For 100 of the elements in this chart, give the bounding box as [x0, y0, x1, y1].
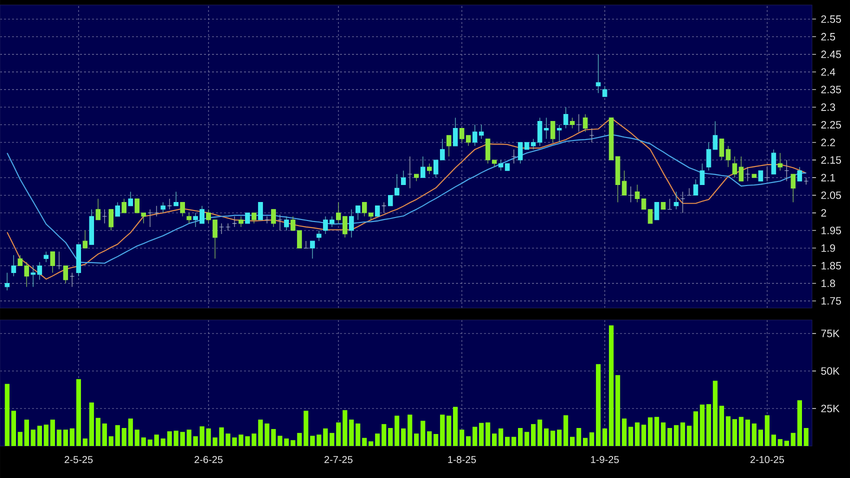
bar [719, 406, 724, 446]
candlestick [108, 209, 114, 231]
bar [778, 439, 783, 446]
bar [89, 402, 94, 446]
bar [505, 436, 510, 446]
y-tick-label: 25K [821, 404, 840, 412]
bar [492, 434, 497, 446]
bar [634, 422, 640, 446]
y-tick-label: 2 [821, 209, 826, 217]
x-tick-label: 1-8-25 [448, 456, 476, 464]
candlestick [310, 240, 315, 259]
bar [686, 426, 692, 446]
candlestick [602, 86, 608, 97]
bar [518, 428, 523, 446]
bar [446, 416, 452, 446]
bar [434, 434, 438, 446]
y-tick-label: 1.85 [822, 262, 842, 270]
x-tick-label: 2-6-25 [194, 456, 223, 464]
bar [752, 423, 757, 446]
bar [693, 411, 698, 446]
candlestick [238, 216, 244, 228]
bar [56, 430, 62, 446]
bar [544, 428, 549, 446]
bar [530, 424, 536, 446]
candlestick [400, 170, 406, 186]
candlestick [245, 212, 250, 224]
candlestick [349, 209, 354, 238]
bar [96, 418, 100, 446]
bar [615, 375, 620, 446]
bar [706, 404, 712, 446]
candlestick [654, 202, 660, 220]
candlestick [128, 191, 133, 206]
bar [537, 420, 542, 446]
bar [648, 417, 653, 446]
candlestick [622, 170, 627, 196]
y-tick-label: 2.1 [821, 174, 836, 182]
candlestick [641, 198, 646, 210]
candlestick [174, 191, 178, 206]
candlestick [258, 202, 263, 220]
y-tick-label: 2.45 [821, 50, 842, 58]
bar [44, 424, 48, 446]
candlestick [570, 117, 575, 129]
y-tick-label: 2.25 [821, 121, 842, 129]
bar [628, 426, 634, 446]
bar [608, 325, 614, 446]
x-tick-label: 2-5-25 [64, 456, 93, 464]
bar [427, 431, 432, 446]
candlestick [96, 198, 101, 220]
bar [745, 420, 750, 446]
bar [660, 422, 666, 446]
candlestick [452, 117, 458, 146]
candlestick [797, 166, 802, 182]
y-tick-label: 2.3 [821, 103, 836, 111]
candlestick [356, 205, 360, 220]
bar [784, 440, 790, 446]
candlestick [778, 152, 783, 171]
bar [70, 428, 74, 446]
candlestick [271, 209, 276, 228]
candlestick [758, 170, 764, 182]
bar [511, 436, 516, 446]
x-tick-label: 2-10-25 [750, 456, 784, 464]
bar [771, 434, 776, 446]
bar [726, 416, 731, 446]
candlestick [420, 156, 426, 178]
candlestick [634, 184, 640, 203]
candlestick [316, 230, 322, 242]
candlestick [771, 149, 776, 174]
candlestick [115, 202, 120, 217]
bar [486, 422, 490, 446]
bar [63, 430, 68, 446]
bar [712, 380, 718, 446]
bar [654, 416, 660, 446]
candlestick [252, 212, 256, 224]
bar [596, 364, 601, 446]
bar [732, 419, 738, 446]
y-tick-label: 2.4 [821, 68, 836, 76]
bar [37, 426, 42, 446]
candlestick [674, 191, 679, 210]
candlestick [582, 114, 588, 132]
bar [4, 384, 10, 446]
candlestick [63, 265, 68, 284]
y-tick-label: 2.15 [821, 156, 842, 164]
bar [622, 418, 627, 446]
candlestick [790, 174, 796, 203]
bar [102, 423, 107, 446]
bar [602, 428, 608, 446]
bar [440, 414, 445, 446]
candlestick [556, 124, 562, 143]
bar [11, 410, 16, 446]
candlestick [50, 251, 56, 274]
bar [479, 422, 484, 446]
bar [563, 415, 568, 446]
bar [76, 379, 81, 446]
bar [667, 428, 672, 446]
bar [524, 432, 530, 446]
candlestick [426, 163, 432, 174]
candlestick [284, 216, 289, 231]
bar [550, 430, 556, 446]
candlestick [375, 205, 380, 217]
candlestick [11, 254, 16, 277]
